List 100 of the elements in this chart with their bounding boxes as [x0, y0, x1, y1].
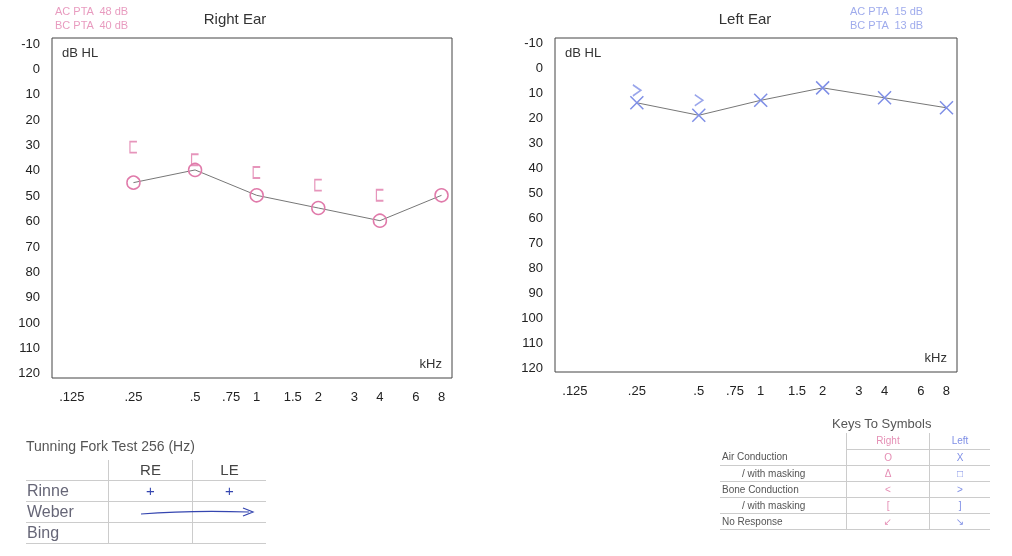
- x-tick-label: 1: [253, 389, 261, 404]
- text: AC PTA 15 dB: [850, 4, 924, 17]
- point: [691, 108, 707, 123]
- y-tick-label: 30: [25, 137, 40, 153]
- y-tick-label: 50: [25, 187, 40, 203]
- x-tick-label: .25: [627, 383, 646, 398]
- x-tick-label: 8: [437, 389, 446, 404]
- text: X: [956, 451, 964, 463]
- x-tick-label: .125: [59, 389, 85, 404]
- x-tick-label: .125: [562, 383, 588, 398]
- text: BC PTA 13 dB: [850, 18, 924, 31]
- y-tick-label: 120: [521, 359, 543, 375]
- y-tick-label: 40: [528, 160, 543, 176]
- y-tick-label: 60: [25, 213, 40, 229]
- y-tick-label: 110: [19, 340, 40, 356]
- y-tick-label: 100: [18, 314, 40, 330]
- chart-title: Right Ear: [203, 10, 267, 27]
- y-tick-label: 120: [18, 365, 40, 381]
- y-tick-label: 110: [522, 334, 543, 350]
- point: [877, 90, 892, 106]
- x-tick-label: .75: [725, 383, 745, 398]
- point: [372, 213, 388, 228]
- x-axis-title: kHz: [419, 356, 442, 371]
- category-label: / with masking: [742, 499, 806, 511]
- category-label: LE: [192, 460, 266, 480]
- y-tick-label: 70: [25, 238, 40, 254]
- chart-title: Left Ear: [718, 10, 772, 27]
- text: >: [957, 483, 963, 495]
- text: □: [957, 467, 964, 479]
- text: ↘: [955, 515, 965, 527]
- x-tick-label: 4: [376, 389, 384, 404]
- x-tick-label: .5: [189, 389, 201, 404]
- text: ]: [958, 499, 962, 511]
- y-tick-label: 60: [528, 209, 543, 225]
- x-tick-label: 4: [880, 383, 889, 398]
- point: [434, 188, 449, 203]
- category-label: / with masking: [742, 467, 806, 479]
- point: [753, 93, 768, 108]
- y-tick-label: 100: [521, 309, 543, 325]
- point: [694, 94, 704, 107]
- x-axis-title: kHz: [924, 350, 947, 365]
- x-tick-label: .75: [222, 389, 241, 404]
- category-label: Weber: [27, 502, 74, 520]
- text: Keys To Symbols: [832, 416, 933, 431]
- y-axis-title: dB HL: [62, 45, 99, 60]
- text: O: [884, 451, 892, 463]
- text: Tunning Fork Test 256 (Hz): [26, 438, 196, 454]
- x-tick-label: 2: [314, 389, 322, 404]
- y-tick-label: 90: [25, 289, 40, 305]
- text: ↙: [883, 515, 893, 527]
- category-label: Bone Conduction: [722, 483, 799, 495]
- y-tick-label: -10: [21, 35, 40, 51]
- category-label: Left: [929, 433, 990, 449]
- point: [939, 100, 954, 116]
- y-tick-label: -10: [524, 35, 543, 51]
- text: +: [146, 482, 155, 499]
- category-label: RE: [108, 460, 193, 480]
- y-tick-label: 0: [32, 60, 40, 76]
- y-tick-label: 0: [535, 60, 543, 76]
- x-tick-label: .5: [693, 383, 705, 398]
- text: [: [886, 499, 890, 511]
- y-tick-label: 40: [25, 162, 40, 178]
- x-tick-label: 1.5: [787, 383, 806, 398]
- x-tick-label: .25: [124, 389, 143, 404]
- point: [249, 188, 264, 203]
- y-tick-label: 80: [25, 263, 40, 279]
- x-tick-label: 1.5: [283, 389, 302, 404]
- x-tick-label: 6: [917, 383, 925, 398]
- y-tick-label: 80: [528, 259, 543, 275]
- y-tick-label: 90: [528, 284, 543, 300]
- category-label: No Response: [722, 515, 783, 527]
- category-label: Right: [846, 433, 930, 449]
- point: [311, 200, 326, 216]
- y-tick-label: 50: [528, 185, 543, 201]
- point: [375, 189, 385, 202]
- text: BC PTA 40 dB: [55, 18, 129, 31]
- x-tick-label: 3: [350, 389, 358, 404]
- x-tick-label: 8: [942, 383, 951, 398]
- y-tick-label: 10: [528, 85, 543, 101]
- y-tick-label: 10: [25, 86, 40, 102]
- text: Δ: [884, 467, 892, 479]
- x-tick-label: 3: [855, 383, 863, 398]
- y-tick-label: 20: [528, 110, 543, 126]
- text: AC PTA 48 dB: [55, 4, 129, 17]
- point: [815, 80, 830, 96]
- x-tick-label: 1: [757, 383, 765, 398]
- category-label: Rinne: [27, 481, 69, 499]
- text: +: [225, 482, 234, 499]
- y-axis-title: dB HL: [565, 45, 602, 60]
- y-tick-label: 20: [25, 111, 40, 127]
- category-label: Bing: [27, 523, 60, 541]
- point: [190, 153, 200, 167]
- x-tick-label: 6: [412, 389, 420, 404]
- y-tick-label: 30: [528, 135, 543, 151]
- point: [126, 175, 141, 190]
- category-label: Air Conduction: [722, 451, 788, 463]
- x-tick-label: 2: [819, 383, 827, 398]
- text: <: [885, 483, 891, 495]
- y-tick-label: 70: [528, 234, 543, 250]
- point: [187, 162, 203, 178]
